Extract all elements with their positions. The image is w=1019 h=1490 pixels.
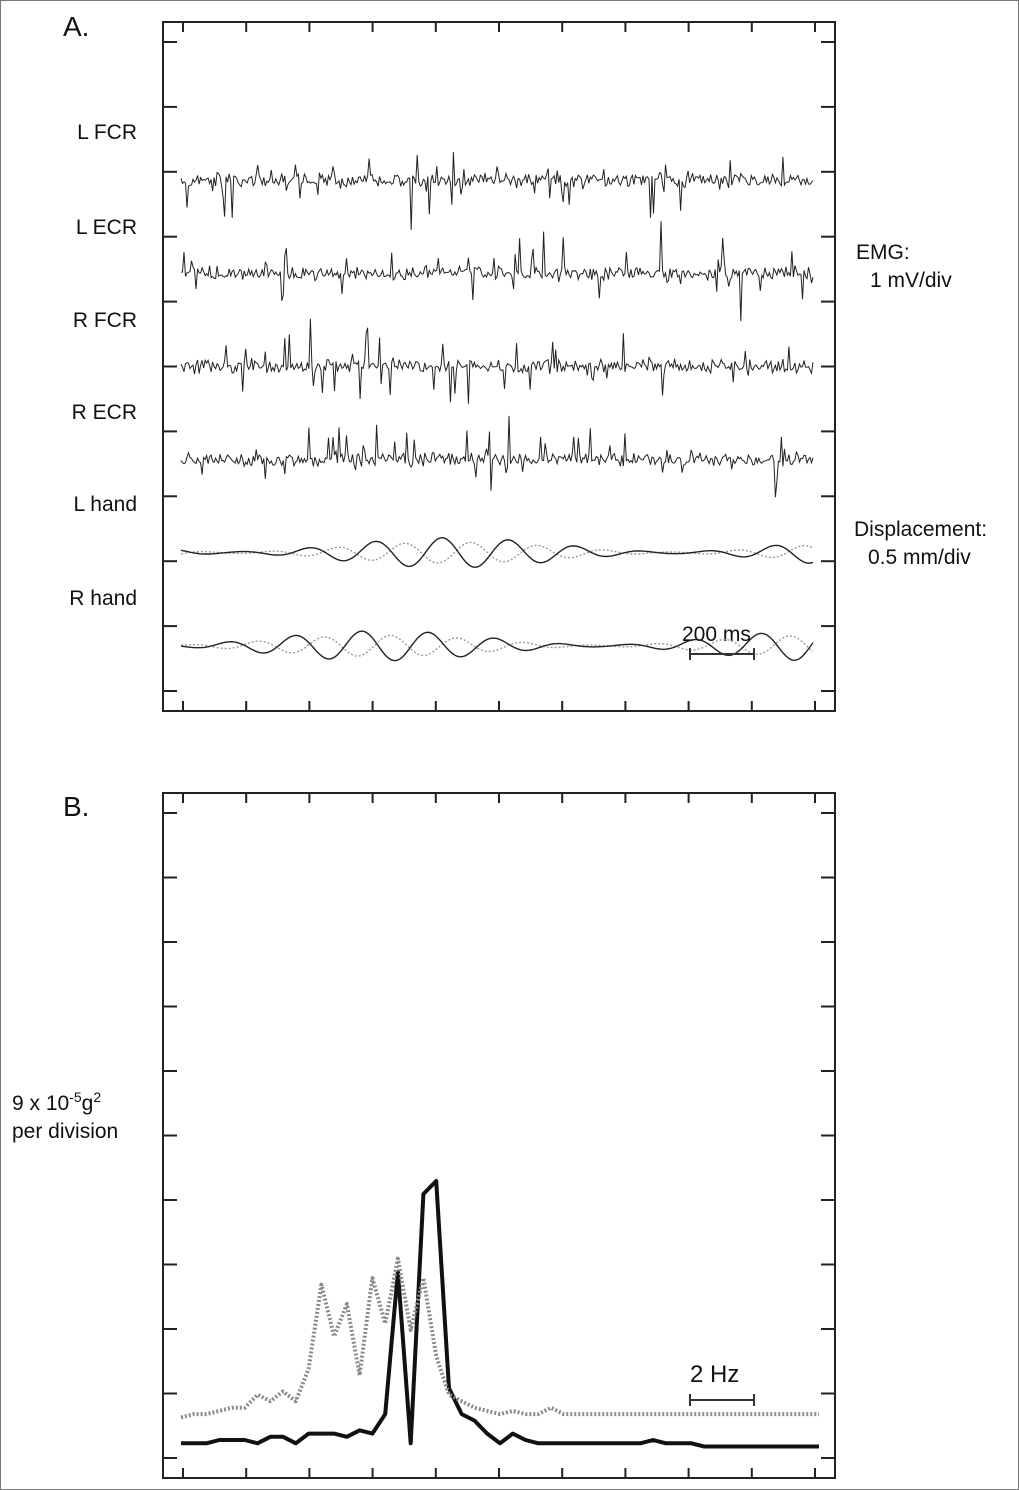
displacement-scale: Displacement: 0.5 mm/div	[854, 516, 987, 572]
panel-b-frame	[162, 792, 836, 1479]
trace-l-ecr	[180, 221, 814, 322]
trace-label-r-ecr: R ECR	[71, 401, 137, 424]
panel-b-plot	[162, 792, 836, 1479]
emg-scale-line1: EMG:	[856, 241, 910, 264]
panel-b-label: B.	[63, 791, 90, 822]
freq-scale-label: 2 Hz	[690, 1361, 740, 1388]
trace-l-hand-dotted	[180, 541, 814, 564]
trace-r-hand-dotted	[180, 634, 814, 657]
trace-r-fcr	[180, 318, 814, 404]
trace-r-hand-solid	[180, 630, 814, 662]
trace-l-hand-solid	[180, 536, 814, 568]
trace-r-ecr	[180, 415, 814, 498]
power-scale-exp: -5	[69, 1089, 82, 1105]
power-scale: 9 x 10-5g2 per division	[12, 1083, 118, 1146]
spectrum-solid	[181, 1179, 819, 1449]
power-scale-line1: 9 x 10-5g2	[12, 1083, 118, 1118]
displacement-scale-line1: Displacement:	[854, 518, 988, 541]
power-scale-prefix: 9 x 10	[12, 1092, 70, 1115]
trace-label-r-fcr: R FCR	[72, 309, 137, 332]
trace-label-l-ecr: L ECR	[75, 216, 137, 239]
power-scale-unit-exp: 2	[93, 1089, 102, 1105]
trace-label-l-hand: L hand	[73, 493, 137, 516]
power-scale-unit: g	[81, 1092, 94, 1115]
power-scale-line2: per division	[12, 1120, 119, 1143]
trace-label-l-fcr: L FCR	[77, 121, 137, 144]
emg-scale: EMG: 1 mV/div	[856, 239, 952, 295]
displacement-scale-line2: 0.5 mm/div	[868, 546, 971, 569]
panel-a-plot	[162, 21, 836, 712]
panel-a-label: A.	[63, 11, 90, 42]
trace-l-fcr	[180, 152, 814, 230]
spectrum-dotted	[180, 1256, 819, 1420]
trace-label-r-hand: R hand	[69, 587, 137, 610]
emg-scale-line2: 1 mV/div	[870, 269, 952, 292]
